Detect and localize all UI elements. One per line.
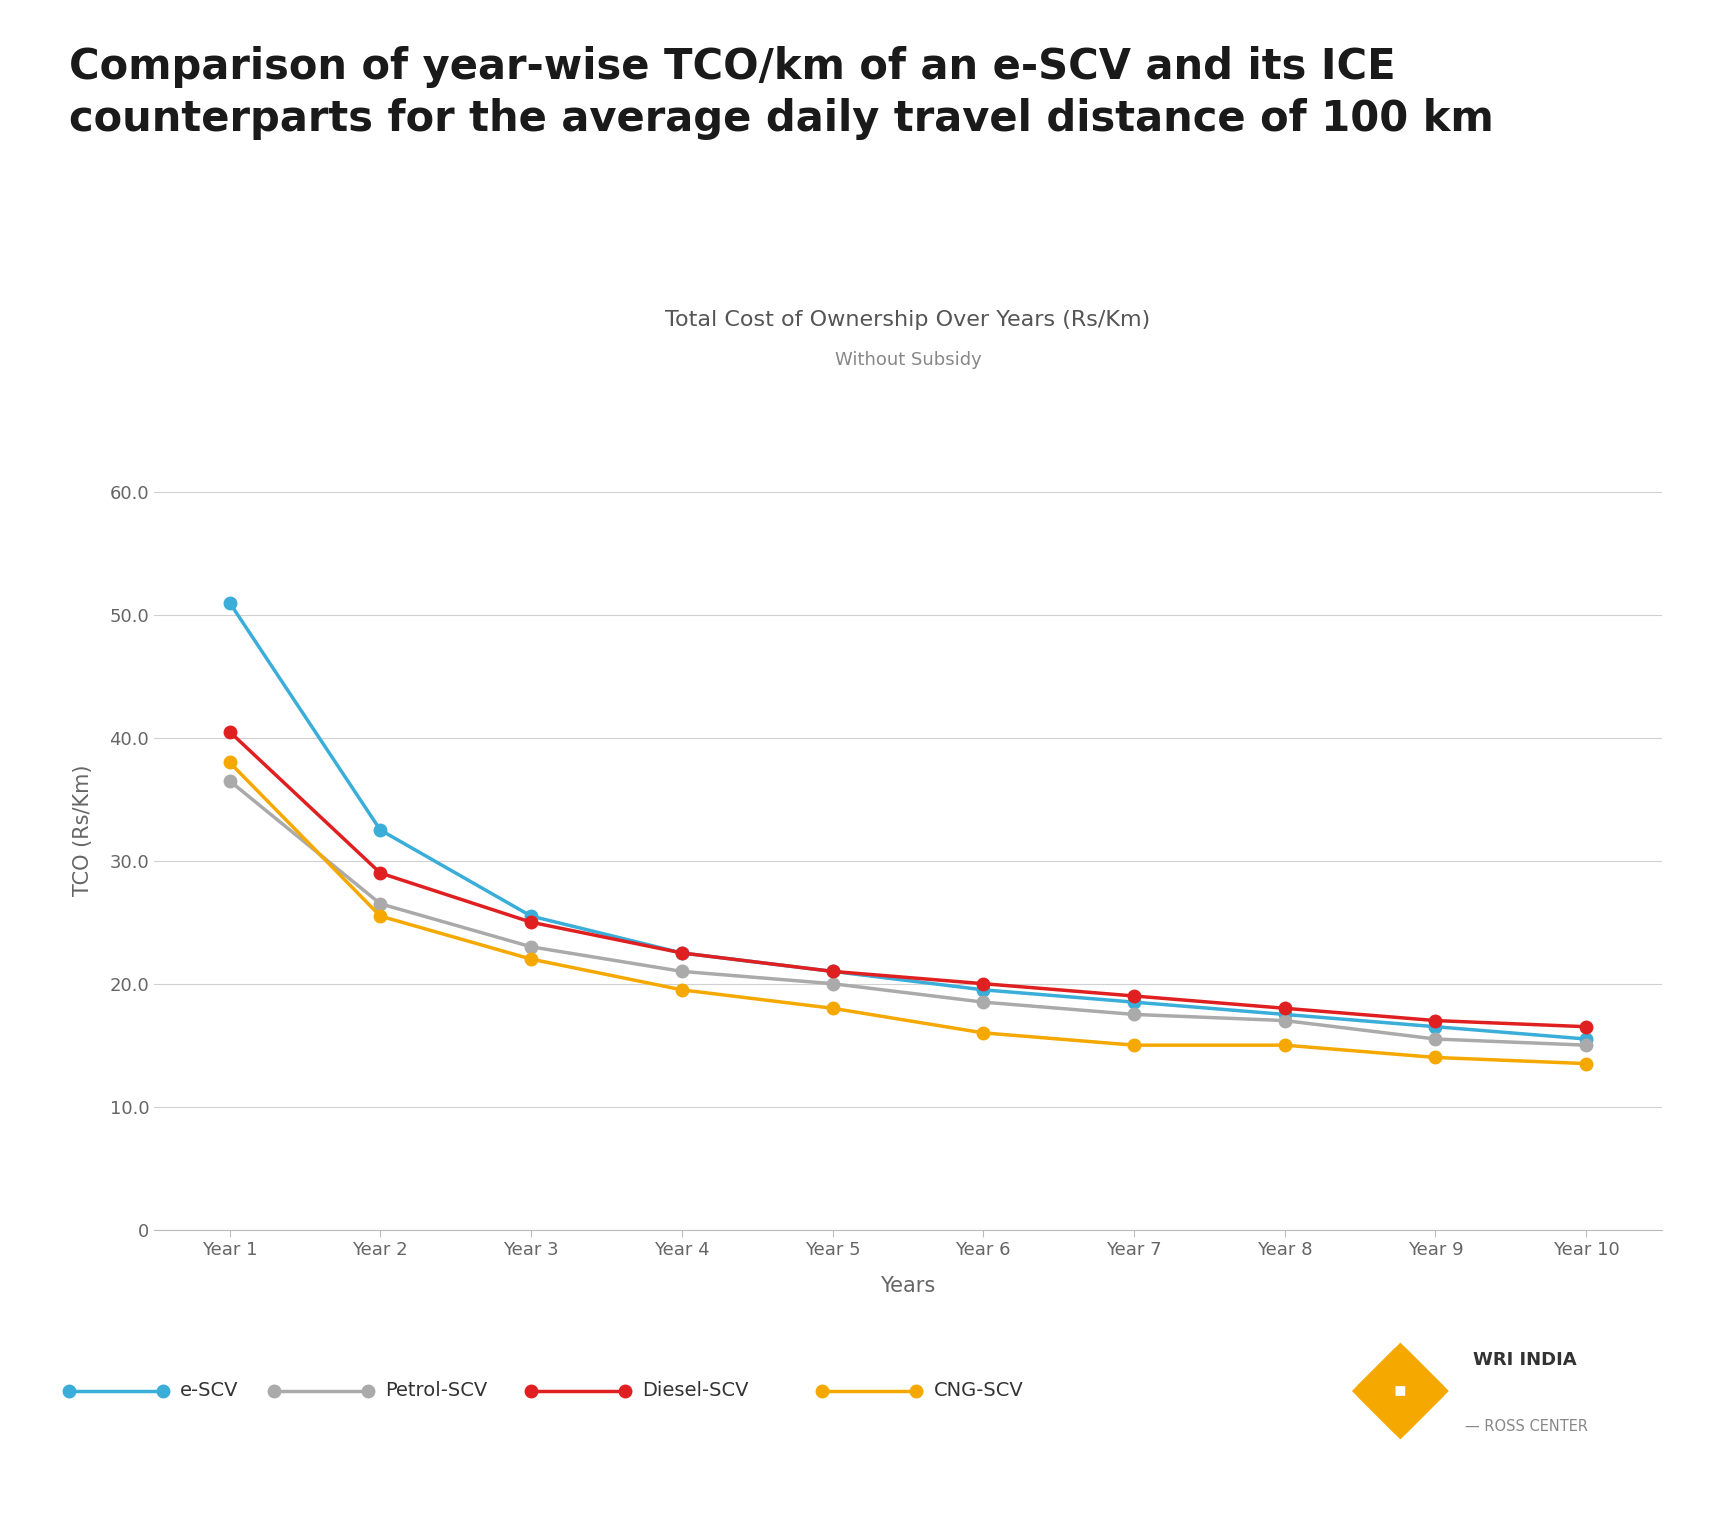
CNG-SCV: [671, 981, 692, 999]
Line: Petrol-SCV: Petrol-SCV: [223, 775, 1593, 1051]
Diesel-SCV: [521, 913, 541, 931]
Text: Petrol-SCV: Petrol-SCV: [385, 1382, 488, 1400]
Text: — ROSS CENTER: — ROSS CENTER: [1465, 1419, 1588, 1434]
Polygon shape: [1352, 1348, 1396, 1434]
Petrol-SCV: [1274, 1011, 1295, 1030]
Petrol-SCV: [1425, 1030, 1446, 1048]
Line: CNG-SCV: CNG-SCV: [223, 756, 1593, 1070]
CNG-SCV: [370, 907, 391, 925]
Line: Diesel-SCV: Diesel-SCV: [223, 725, 1593, 1033]
Petrol-SCV: [1576, 1036, 1597, 1054]
CNG-SCV: [1576, 1054, 1597, 1073]
Diesel-SCV: [973, 974, 994, 993]
Petrol-SCV: [219, 772, 240, 790]
Polygon shape: [1357, 1396, 1444, 1439]
Diesel-SCV: [1576, 1017, 1597, 1036]
Polygon shape: [1405, 1348, 1449, 1434]
Text: CNG-SCV: CNG-SCV: [934, 1382, 1023, 1400]
CNG-SCV: [973, 1024, 994, 1042]
Text: e-SCV: e-SCV: [180, 1382, 238, 1400]
Text: Without Subsidy: Without Subsidy: [834, 350, 982, 369]
Diesel-SCV: [1425, 1011, 1446, 1030]
Petrol-SCV: [370, 895, 391, 913]
e-SCV: [973, 981, 994, 999]
Text: WRI INDIA: WRI INDIA: [1473, 1351, 1576, 1369]
CNG-SCV: [1274, 1036, 1295, 1054]
Diesel-SCV: [822, 962, 843, 981]
e-SCV: [822, 962, 843, 981]
Petrol-SCV: [973, 993, 994, 1011]
e-SCV: [1124, 993, 1144, 1011]
Petrol-SCV: [822, 974, 843, 993]
X-axis label: Years: Years: [880, 1276, 935, 1296]
CNG-SCV: [219, 753, 240, 772]
CNG-SCV: [1124, 1036, 1144, 1054]
Petrol-SCV: [1124, 1005, 1144, 1024]
Diesel-SCV: [671, 944, 692, 962]
Petrol-SCV: [671, 962, 692, 981]
Diesel-SCV: [1274, 999, 1295, 1017]
Diesel-SCV: [1124, 987, 1144, 1005]
Diesel-SCV: [370, 864, 391, 882]
Text: Total Cost of Ownership Over Years (Rs/Km): Total Cost of Ownership Over Years (Rs/K…: [665, 310, 1151, 330]
CNG-SCV: [1425, 1048, 1446, 1067]
Diesel-SCV: [219, 722, 240, 741]
e-SCV: [671, 944, 692, 962]
e-SCV: [370, 821, 391, 839]
e-SCV: [219, 593, 240, 612]
Polygon shape: [1357, 1343, 1444, 1386]
e-SCV: [1425, 1017, 1446, 1036]
CNG-SCV: [521, 950, 541, 968]
Text: Diesel-SCV: Diesel-SCV: [642, 1382, 749, 1400]
CNG-SCV: [822, 999, 843, 1017]
Y-axis label: TCO (Rs/Km): TCO (Rs/Km): [74, 764, 93, 896]
Line: e-SCV: e-SCV: [223, 596, 1593, 1045]
e-SCV: [1576, 1030, 1597, 1048]
Text: Comparison of year-wise TCO/km of an e-SCV and its ICE
counterparts for the aver: Comparison of year-wise TCO/km of an e-S…: [69, 46, 1494, 140]
e-SCV: [521, 907, 541, 925]
e-SCV: [1274, 1005, 1295, 1024]
Petrol-SCV: [521, 938, 541, 956]
